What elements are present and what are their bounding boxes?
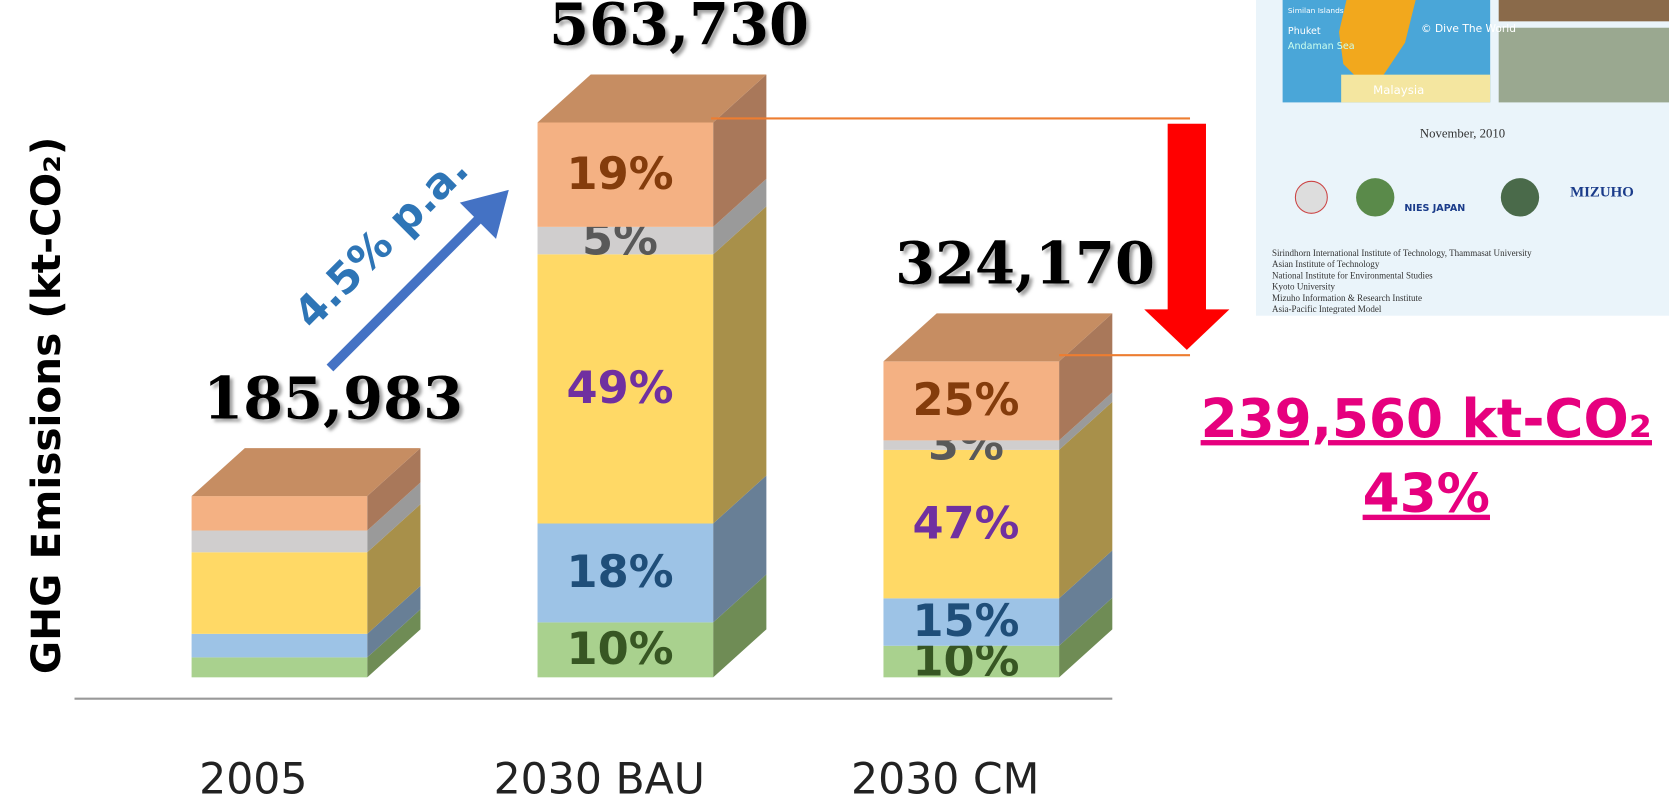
bar-top — [883, 313, 1113, 362]
segment-label: 19% — [567, 147, 674, 200]
bar-segment — [191, 552, 368, 634]
bar-segment — [883, 440, 1060, 450]
report-photo — [1498, 27, 1669, 103]
total-label: 185,983 — [203, 364, 463, 432]
map-label: Similan Islands — [1288, 6, 1344, 15]
segment-label: 10% — [567, 622, 674, 675]
logo — [1294, 180, 1328, 214]
bar-segment — [191, 657, 368, 678]
bar-side — [713, 74, 767, 227]
logo-text: MIZUHO — [1570, 184, 1634, 200]
bar-side — [1059, 313, 1113, 441]
map-label: Malaysia — [1373, 83, 1424, 97]
bar-segment — [537, 254, 714, 524]
bar-side — [367, 448, 421, 531]
x-tick-label: 2030 CM — [851, 754, 1039, 800]
logo-text: NIES JAPAN — [1404, 203, 1465, 214]
bar-side — [1059, 392, 1113, 450]
bar-segment — [537, 226, 714, 255]
report-date: November, 2010 — [1420, 127, 1505, 141]
bar-side — [713, 475, 767, 623]
bar-side — [1059, 597, 1113, 678]
y-axis-title: GHG Emissions (kt-CO₂) — [22, 137, 70, 675]
bar-top — [191, 448, 421, 497]
segment-label: 18% — [567, 545, 674, 598]
bar-segment — [537, 122, 714, 227]
bar-segment — [883, 449, 1060, 599]
bar-side — [367, 609, 421, 678]
reduction-percent: 43% — [1363, 463, 1490, 525]
map-land — [1339, 0, 1416, 84]
bar-side — [713, 574, 767, 678]
map-label: Andaman Sea — [1288, 41, 1355, 52]
institution: Mizuho Information & Research Institute — [1272, 293, 1422, 303]
reduction-arrow — [1167, 123, 1206, 312]
segment-label: 47% — [912, 496, 1019, 549]
growth-arrowhead — [459, 189, 509, 239]
segment-label: 49% — [567, 361, 674, 414]
x-tick-label: 2030 BAU — [494, 754, 705, 800]
map-label: Phuket — [1288, 26, 1321, 37]
institution: Sirindhorn International Institute of Te… — [1272, 248, 1532, 258]
logo — [1356, 178, 1395, 217]
reduction-arrowhead — [1144, 309, 1230, 350]
logo — [1500, 178, 1540, 217]
x-tick-label: 2005 — [199, 754, 307, 800]
bar-segment — [191, 633, 368, 658]
bar-segment — [191, 496, 368, 531]
bar-side — [713, 178, 767, 255]
total-label: 563,730 — [549, 0, 809, 59]
segment-label: 15% — [912, 594, 1019, 647]
map-label: © Dive The World — [1421, 22, 1516, 35]
bar-side — [1059, 401, 1113, 599]
bar-segment — [537, 523, 714, 623]
institution: Asia-Pacific Integrated Model — [1272, 304, 1382, 314]
institution: National Institute for Environmental Stu… — [1272, 270, 1433, 280]
report-inset: Similan Islands Phuket Andaman Sea © Div… — [1256, 0, 1669, 316]
bar-segment — [883, 645, 1060, 678]
map-land-south — [1341, 74, 1491, 103]
bar-side — [367, 482, 421, 553]
bar-side — [367, 504, 421, 634]
report-photo — [1498, 0, 1669, 22]
bar-segment — [191, 530, 368, 553]
growth-label: 4.5% p.a. — [284, 144, 478, 338]
segment-label: 25% — [912, 373, 1019, 426]
growth-arrow — [326, 204, 494, 372]
bar-side — [367, 585, 421, 658]
bar-side — [1059, 550, 1113, 646]
bar-segment — [883, 598, 1060, 646]
bar-top — [537, 74, 767, 123]
bar-side — [713, 206, 767, 524]
total-label: 324,170 — [895, 230, 1155, 298]
institution: Asian Institute of Technology — [1272, 259, 1380, 269]
reduction-label: 239,560 kt-CO₂ — [1201, 388, 1652, 450]
institution-list: Sirindhorn International Institute of Te… — [1272, 248, 1532, 314]
bar-segment — [883, 361, 1060, 441]
bar-segment — [537, 622, 714, 678]
institution: Kyoto University — [1272, 282, 1335, 292]
